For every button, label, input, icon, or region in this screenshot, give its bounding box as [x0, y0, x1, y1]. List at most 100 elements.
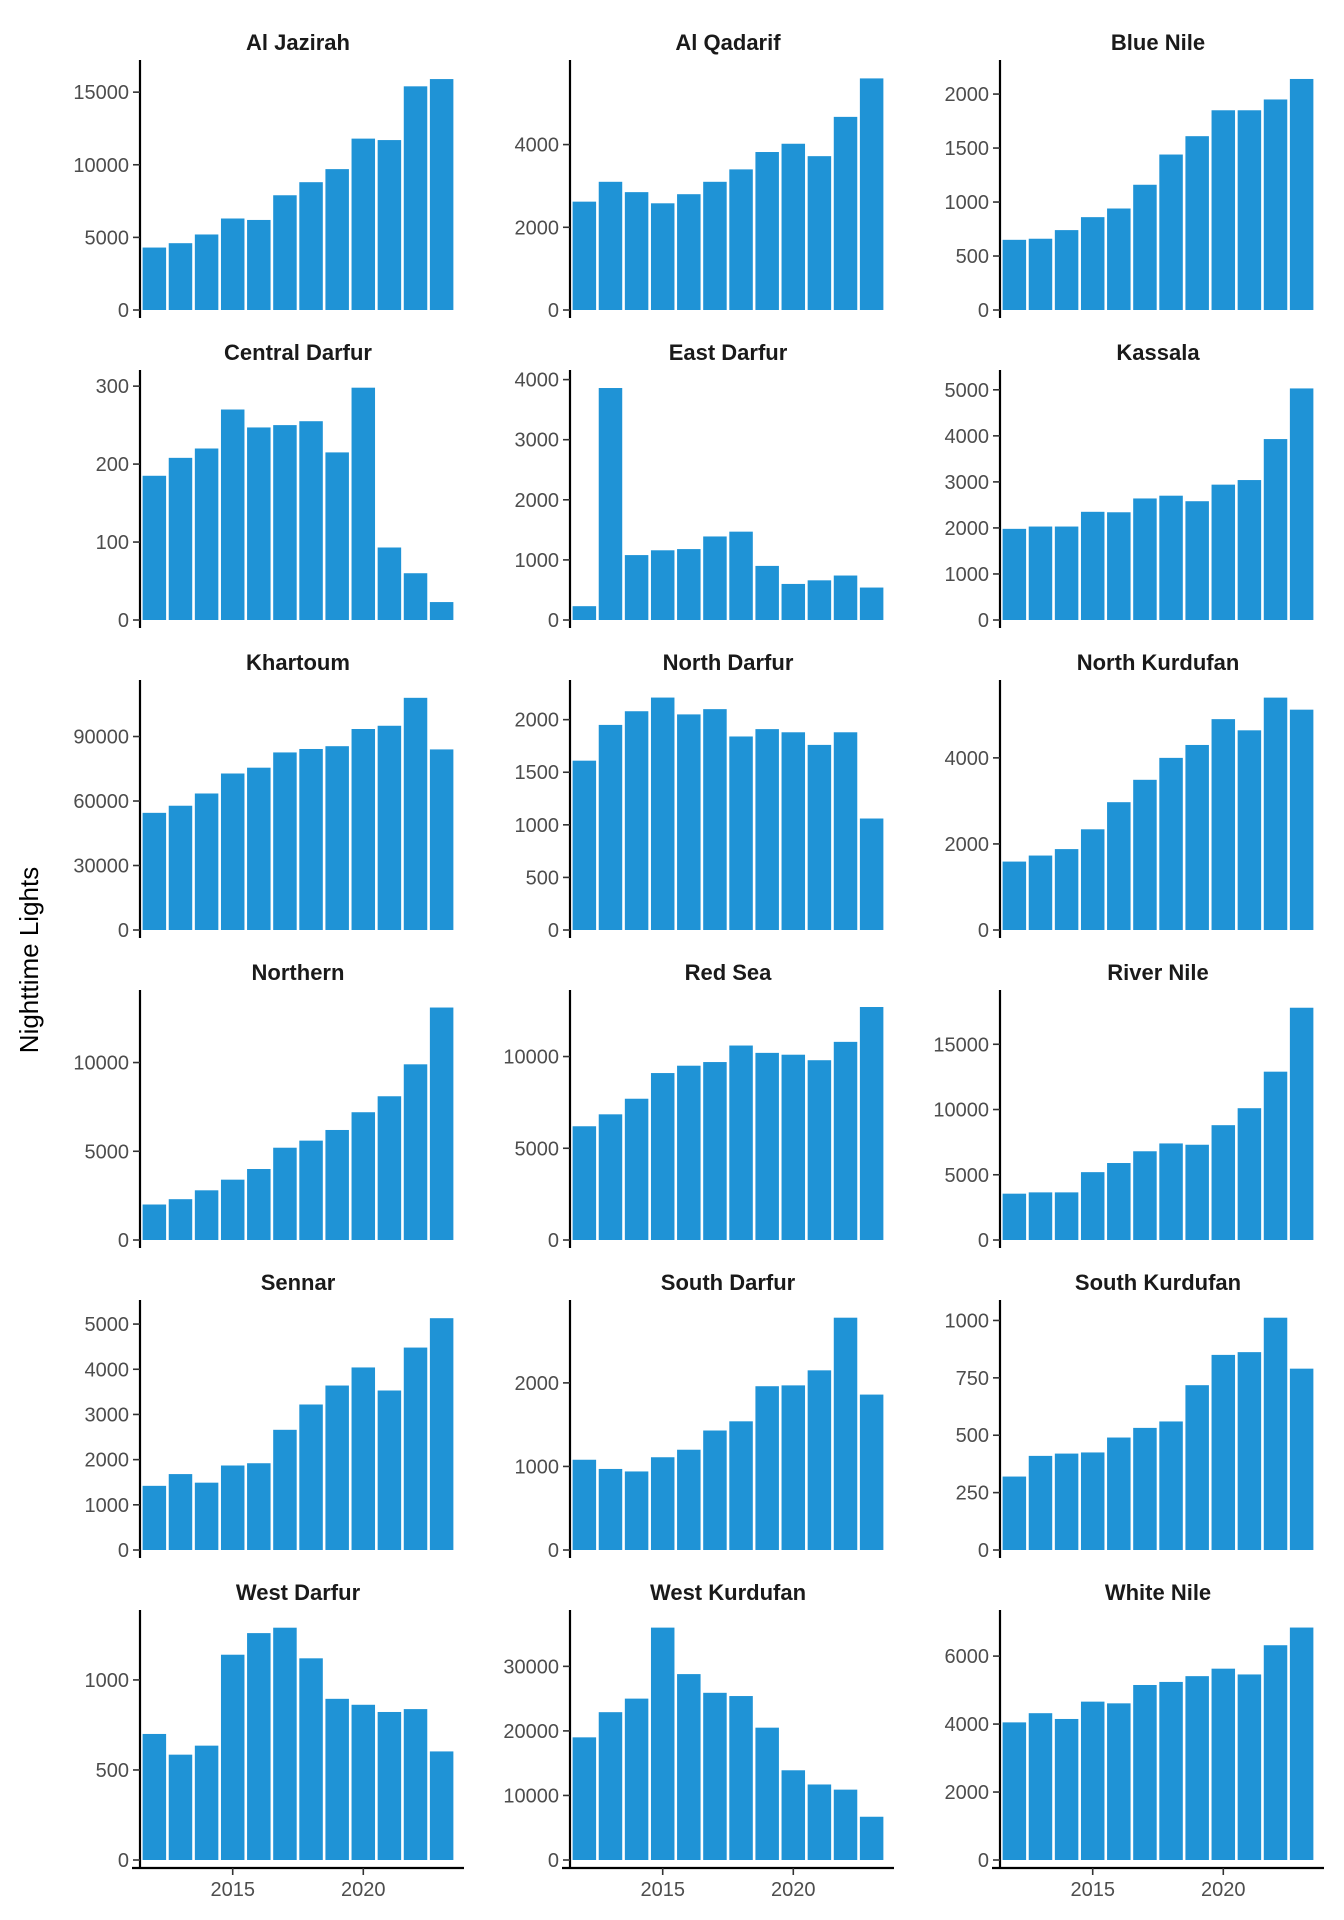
y-tick-label-central-darfur-200: 200 [96, 454, 129, 476]
bar-north-darfur-2018 [729, 736, 753, 930]
bar-kassala-2015 [1080, 511, 1105, 620]
bar-northern-2017 [273, 1147, 297, 1240]
bar-west-darfur-2021 [377, 1711, 402, 1860]
bar-blue-nile-2018 [1159, 154, 1183, 310]
bar-al-qadarif-2018 [729, 169, 753, 310]
panel-sennar: Sennar 0 1000 2000 3000 4000 5000 [85, 1270, 454, 1562]
panel-title-west-darfur: West Darfur [236, 1580, 361, 1605]
bar-south-darfur-2016 [677, 1449, 701, 1550]
bar-kassala-2021 [1237, 480, 1262, 620]
bar-central-darfur-2020 [351, 387, 376, 620]
bar-north-kurdufan-2020 [1211, 719, 1236, 930]
panel-title-south-kurdufan: South Kurdufan [1075, 1270, 1241, 1295]
y-tick-label-kassala-0: 0 [978, 610, 989, 632]
bar-kassala-2016 [1107, 512, 1131, 620]
panel-north-kurdufan: North Kurdufan 0 2000 4000 [945, 650, 1314, 942]
y-tick-label-sennar-4000: 4000 [85, 1359, 130, 1381]
bar-west-darfur-2012 [142, 1733, 167, 1860]
bar-west-kurdufan-2021 [807, 1784, 832, 1860]
bar-white-nile-2016 [1107, 1703, 1131, 1860]
bar-khartoum-2020 [351, 729, 376, 930]
bar-central-darfur-2013 [168, 457, 193, 620]
bar-blue-nile-2013 [1028, 238, 1053, 310]
bar-central-darfur-2014 [194, 448, 219, 620]
bar-north-darfur-2022 [833, 732, 858, 930]
bar-north-darfur-2017 [703, 709, 727, 930]
panel-title-east-darfur: East Darfur [669, 340, 788, 365]
bar-al-qadarif-2012 [572, 201, 597, 310]
x-tick-label-west-darfur-2015: 2015 [210, 1879, 255, 1901]
bar-west-darfur-2018 [299, 1658, 323, 1860]
y-tick-label-south-kurdufan-750: 750 [956, 1368, 989, 1390]
bar-north-darfur-2020 [781, 732, 806, 930]
bar-south-kurdufan-2012 [1002, 1476, 1027, 1550]
y-tick-label-red-sea-5000: 5000 [515, 1138, 560, 1160]
bar-al-qadarif-2022 [833, 116, 858, 311]
y-tick-label-central-darfur-0: 0 [118, 610, 129, 632]
y-tick-label-al-qadarif-2000: 2000 [515, 217, 560, 239]
bar-west-darfur-2023 [429, 1751, 454, 1860]
y-tick-label-west-darfur-1000: 1000 [85, 1670, 130, 1692]
panel-north-darfur: North Darfur 0 500 1000 1500 2000 [515, 650, 884, 942]
bar-west-kurdufan-2013 [598, 1712, 623, 1860]
bar-white-nile-2012 [1002, 1722, 1027, 1860]
bar-central-darfur-2016 [247, 427, 271, 620]
panel-title-sennar: Sennar [261, 1270, 336, 1295]
y-tick-label-sennar-2000: 2000 [85, 1450, 130, 1472]
bar-west-darfur-2022 [403, 1709, 428, 1860]
y-tick-label-north-darfur-500: 500 [526, 867, 559, 889]
bar-north-darfur-2019 [755, 729, 779, 930]
bar-east-darfur-2019 [755, 565, 779, 620]
bar-blue-nile-2021 [1237, 110, 1262, 311]
bar-blue-nile-2022 [1263, 99, 1288, 310]
bar-white-nile-2015 [1080, 1701, 1105, 1860]
y-tick-label-east-darfur-0: 0 [548, 610, 559, 632]
y-tick-label-sennar-0: 0 [118, 1540, 129, 1562]
bar-kassala-2023 [1289, 388, 1314, 620]
bar-west-darfur-2019 [325, 1698, 349, 1860]
bar-red-sea-2022 [833, 1041, 858, 1240]
bar-al-jazirah-2018 [299, 182, 323, 310]
bar-red-sea-2013 [598, 1114, 623, 1240]
bar-south-kurdufan-2013 [1028, 1455, 1053, 1550]
bar-south-darfur-2015 [650, 1457, 675, 1550]
bar-al-jazirah-2012 [142, 247, 167, 310]
panel-title-al-jazirah: Al Jazirah [246, 30, 350, 55]
bar-blue-nile-2016 [1107, 208, 1131, 310]
bar-east-darfur-2020 [781, 583, 806, 620]
bar-south-darfur-2018 [729, 1421, 753, 1550]
bar-blue-nile-2020 [1211, 110, 1236, 311]
bar-khartoum-2012 [142, 812, 167, 930]
y-tick-label-sennar-3000: 3000 [85, 1404, 130, 1426]
y-tick-label-northern-10000: 10000 [73, 1053, 129, 1075]
panel-south-kurdufan: South Kurdufan 0 250 500 750 1000 [945, 1270, 1314, 1562]
y-tick-label-kassala-5000: 5000 [945, 380, 990, 402]
y-tick-label-west-kurdufan-30000: 30000 [503, 1656, 559, 1678]
bar-northern-2022 [403, 1064, 428, 1240]
panel-kassala: Kassala 0 1000 2000 3000 4000 5000 [945, 340, 1314, 632]
y-tick-label-west-darfur-500: 500 [96, 1760, 129, 1782]
bar-sennar-2019 [325, 1385, 349, 1550]
y-tick-label-kassala-3000: 3000 [945, 472, 990, 494]
bar-sennar-2022 [403, 1347, 428, 1550]
bar-sennar-2021 [377, 1390, 402, 1550]
bar-river-nile-2023 [1289, 1007, 1314, 1240]
bar-blue-nile-2017 [1133, 184, 1157, 310]
bar-north-kurdufan-2013 [1028, 855, 1053, 930]
y-tick-label-white-nile-2000: 2000 [945, 1782, 990, 1804]
bar-white-nile-2021 [1237, 1674, 1262, 1860]
bar-west-kurdufan-2015 [650, 1627, 675, 1860]
bar-al-qadarif-2015 [650, 203, 675, 310]
bar-river-nile-2022 [1263, 1071, 1288, 1240]
y-tick-label-kassala-1000: 1000 [945, 564, 990, 586]
bar-west-darfur-2020 [351, 1704, 376, 1860]
bar-south-darfur-2014 [624, 1471, 649, 1550]
panel-title-south-darfur: South Darfur [661, 1270, 796, 1295]
bar-west-darfur-2016 [247, 1633, 271, 1860]
bar-south-kurdufan-2019 [1185, 1385, 1209, 1550]
bar-south-darfur-2020 [781, 1385, 806, 1550]
y-tick-label-east-darfur-3000: 3000 [515, 430, 560, 452]
x-tick-label-white-nile-2020: 2020 [1201, 1879, 1246, 1901]
panel-central-darfur: Central Darfur 0 100 200 300 [96, 340, 454, 632]
